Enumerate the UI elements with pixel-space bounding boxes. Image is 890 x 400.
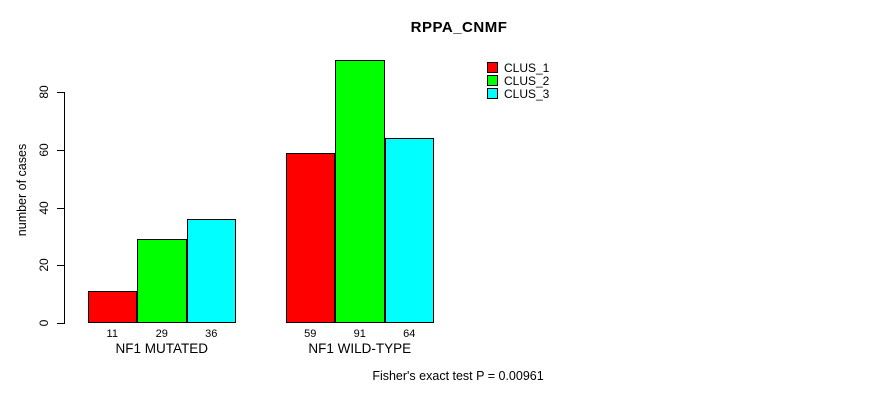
x-category-label: NF1 MUTATED — [115, 341, 209, 356]
legend-label: CLUS_1 — [504, 60, 550, 75]
legend-label: CLUS_3 — [504, 86, 550, 101]
bar-clus_3 — [384, 138, 434, 323]
y-axis-tick-label: 80 — [37, 85, 51, 99]
bar-clus_2 — [335, 60, 385, 323]
bar-value-label: 91 — [353, 328, 366, 340]
legend-row: CLUS_2 — [487, 73, 550, 88]
y-axis-tick-label: 0 — [37, 319, 51, 327]
legend-swatch-clus_2 — [487, 75, 498, 87]
y-axis-tick — [57, 92, 65, 93]
bar-value-label: 64 — [403, 328, 416, 340]
x-category-label: NF1 WILD-TYPE — [308, 341, 412, 356]
legend-swatch-clus_1 — [487, 62, 498, 74]
y-axis-tick-label: 60 — [37, 143, 51, 157]
legend-row: CLUS_3 — [487, 86, 550, 101]
y-axis-tick — [57, 207, 65, 209]
stat-note: Fisher's exact test P = 0.00961 — [372, 369, 544, 383]
bar-value-label: 36 — [205, 328, 218, 340]
bar-value-label: 11 — [106, 328, 118, 340]
y-axis-tick-label: 20 — [37, 258, 51, 272]
bar-clus_1 — [87, 291, 137, 323]
bar-value-label: 29 — [155, 328, 168, 340]
legend: CLUS_1 CLUS_2 CLUS_3 — [487, 61, 549, 101]
legend-row: CLUS_1 — [487, 60, 550, 75]
bar-clus_3 — [186, 219, 236, 323]
bar-value-label: 59 — [304, 328, 317, 340]
bar-clus_2 — [137, 239, 187, 323]
legend-swatch-clus_3 — [487, 88, 498, 100]
legend-label: CLUS_2 — [504, 73, 550, 88]
y-axis-tick — [57, 265, 65, 267]
y-axis-tick — [57, 149, 65, 151]
y-axis-tick-label: 40 — [37, 200, 51, 215]
chart-title: RPPA_CNMF — [410, 19, 508, 36]
bar-clus_1 — [285, 152, 335, 323]
y-axis-title: number of cases — [15, 143, 29, 237]
y-axis-tick — [57, 323, 65, 324]
